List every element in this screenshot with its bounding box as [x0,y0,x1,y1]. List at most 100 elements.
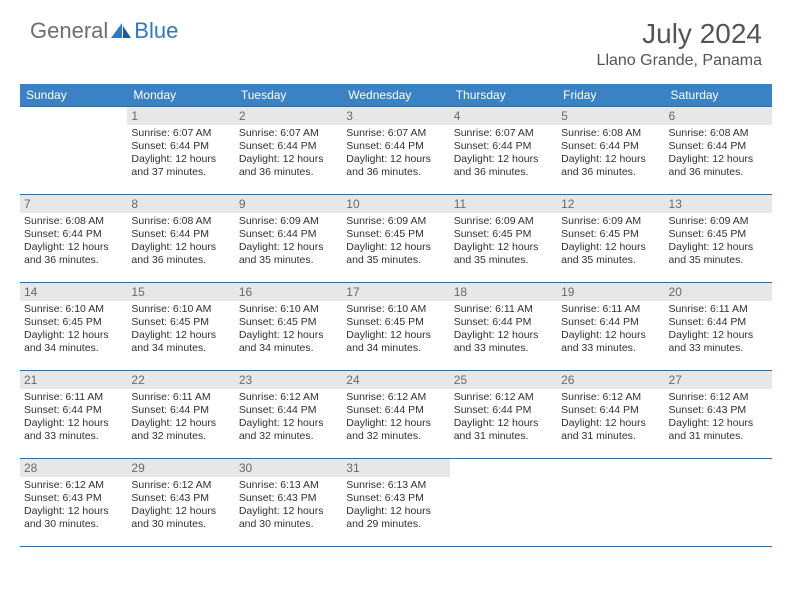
location-label: Llano Grande, Panama [597,52,762,70]
day-number: 6 [665,107,772,125]
calendar-cell: . [557,459,664,547]
day-number: 24 [342,371,449,389]
day-details: Sunrise: 6:10 AMSunset: 6:45 PMDaylight:… [131,303,230,356]
daylight-text: Daylight: 12 hours and 35 minutes. [346,241,445,267]
sunset-text: Sunset: 6:44 PM [346,404,445,417]
daylight-text: Daylight: 12 hours and 37 minutes. [131,153,230,179]
daylight-text: Daylight: 12 hours and 30 minutes. [239,505,338,531]
sunset-text: Sunset: 6:44 PM [454,140,553,153]
day-number: 31 [342,459,449,477]
header: General Blue July 2024 Llano Grande, Pan… [0,0,792,78]
sunset-text: Sunset: 6:44 PM [131,404,230,417]
sunrise-text: Sunrise: 6:10 AM [346,303,445,316]
calendar-cell: 6 Sunrise: 6:08 AMSunset: 6:44 PMDaylight… [665,107,772,195]
day-number: 15 [127,283,234,301]
day-details: Sunrise: 6:08 AMSunset: 6:44 PMDaylight:… [669,127,768,180]
sunset-text: Sunset: 6:45 PM [561,228,660,241]
calendar-cell: 25Sunrise: 6:12 AMSunset: 6:44 PMDayligh… [450,371,557,459]
sunset-text: Sunset: 6:44 PM [24,404,123,417]
sunrise-text: Sunrise: 6:10 AM [131,303,230,316]
day-number: 28 [20,459,127,477]
day-number: 9 [235,195,342,213]
day-number: 8 [127,195,234,213]
daylight-text: Daylight: 12 hours and 34 minutes. [239,329,338,355]
weekday-header: Saturday [665,84,772,107]
daylight-text: Daylight: 12 hours and 33 minutes. [454,329,553,355]
calendar-cell: . [20,107,127,195]
daylight-text: Daylight: 12 hours and 34 minutes. [24,329,123,355]
day-number: 2 [235,107,342,125]
sunset-text: Sunset: 6:45 PM [239,316,338,329]
sunrise-text: Sunrise: 6:11 AM [24,391,123,404]
daylight-text: Daylight: 12 hours and 35 minutes. [454,241,553,267]
sunrise-text: Sunrise: 6:07 AM [131,127,230,140]
day-details: Sunrise: 6:11 AMSunset: 6:44 PMDaylight:… [131,391,230,444]
day-details: Sunrise: 6:12 AMSunset: 6:44 PMDaylight:… [454,391,553,444]
sunset-text: Sunset: 6:44 PM [561,404,660,417]
calendar-cell: 31 Sunrise: 6:13 AMSunset: 6:43 PMDayligh… [342,459,449,547]
day-number: 23 [235,371,342,389]
daylight-text: Daylight: 12 hours and 30 minutes. [24,505,123,531]
calendar-cell: 11Sunrise: 6:09 AMSunset: 6:45 PMDayligh… [450,195,557,283]
daylight-text: Daylight: 12 hours and 33 minutes. [561,329,660,355]
daylight-text: Daylight: 12 hours and 36 minutes. [561,153,660,179]
day-number: 16 [235,283,342,301]
calendar-table: Sunday Monday Tuesday Wednesday Thursday… [20,84,772,547]
day-number: 17 [342,283,449,301]
day-number: 1 [127,107,234,125]
calendar-cell: 7Sunrise: 6:08 AMSunset: 6:44 PMDaylight… [20,195,127,283]
calendar-cell: 29Sunrise: 6:12 AMSunset: 6:43 PMDayligh… [127,459,234,547]
sunset-text: Sunset: 6:44 PM [346,140,445,153]
day-details: Sunrise: 6:12 AMSunset: 6:44 PMDaylight:… [239,391,338,444]
calendar-cell: 26Sunrise: 6:12 AMSunset: 6:44 PMDayligh… [557,371,664,459]
day-details: Sunrise: 6:11 AMSunset: 6:44 PMDaylight:… [561,303,660,356]
calendar-cell: 30Sunrise: 6:13 AMSunset: 6:43 PMDayligh… [235,459,342,547]
day-number: 7 [20,195,127,213]
weekday-header: Friday [557,84,664,107]
sunset-text: Sunset: 6:43 PM [346,492,445,505]
sunset-text: Sunset: 6:45 PM [24,316,123,329]
day-details: Sunrise: 6:13 AMSunset: 6:43 PMDaylight:… [346,479,445,532]
day-details: Sunrise: 6:09 AMSunset: 6:45 PMDaylight:… [454,215,553,268]
title-block: July 2024 Llano Grande, Panama [597,18,762,70]
calendar-row: 7Sunrise: 6:08 AMSunset: 6:44 PMDaylight… [20,195,772,283]
calendar-cell: 8Sunrise: 6:08 AMSunset: 6:44 PMDaylight… [127,195,234,283]
day-number: 19 [557,283,664,301]
day-details: Sunrise: 6:11 AMSunset: 6:44 PMDaylight:… [669,303,768,356]
sunset-text: Sunset: 6:43 PM [131,492,230,505]
day-number: 22 [127,371,234,389]
day-details: Sunrise: 6:10 AMSunset: 6:45 PMDaylight:… [24,303,123,356]
day-number: 30 [235,459,342,477]
calendar-cell: . [450,459,557,547]
daylight-text: Daylight: 12 hours and 36 minutes. [131,241,230,267]
weekday-header-row: Sunday Monday Tuesday Wednesday Thursday… [20,84,772,107]
month-title: July 2024 [597,18,762,50]
sunrise-text: Sunrise: 6:12 AM [24,479,123,492]
sunrise-text: Sunrise: 6:11 AM [669,303,768,316]
sunset-text: Sunset: 6:44 PM [239,228,338,241]
weekday-header: Wednesday [342,84,449,107]
sunset-text: Sunset: 6:45 PM [454,228,553,241]
weekday-header: Sunday [20,84,127,107]
daylight-text: Daylight: 12 hours and 36 minutes. [669,153,768,179]
sunrise-text: Sunrise: 6:11 AM [131,391,230,404]
weekday-header: Tuesday [235,84,342,107]
day-details: Sunrise: 6:12 AMSunset: 6:43 PMDaylight:… [24,479,123,532]
logo-sail-icon [110,22,132,40]
calendar-cell: 21Sunrise: 6:11 AMSunset: 6:44 PMDayligh… [20,371,127,459]
calendar-cell: 19 Sunrise: 6:11 AMSunset: 6:44 PMDayligh… [557,283,664,371]
daylight-text: Daylight: 12 hours and 31 minutes. [669,417,768,443]
daylight-text: Daylight: 12 hours and 33 minutes. [24,417,123,443]
sunrise-text: Sunrise: 6:13 AM [346,479,445,492]
sunset-text: Sunset: 6:44 PM [454,404,553,417]
daylight-text: Daylight: 12 hours and 29 minutes. [346,505,445,531]
calendar-row: 28Sunrise: 6:12 AMSunset: 6:43 PMDayligh… [20,459,772,547]
daylight-text: Daylight: 12 hours and 36 minutes. [454,153,553,179]
calendar-cell: 27Sunrise: 6:12 AMSunset: 6:43 PMDayligh… [665,371,772,459]
sunset-text: Sunset: 6:43 PM [239,492,338,505]
daylight-text: Daylight: 12 hours and 35 minutes. [239,241,338,267]
day-details: Sunrise: 6:09 AMSunset: 6:45 PMDaylight:… [669,215,768,268]
sunset-text: Sunset: 6:44 PM [669,140,768,153]
calendar-cell: 1Sunrise: 6:07 AMSunset: 6:44 PMDaylight… [127,107,234,195]
sunrise-text: Sunrise: 6:08 AM [24,215,123,228]
